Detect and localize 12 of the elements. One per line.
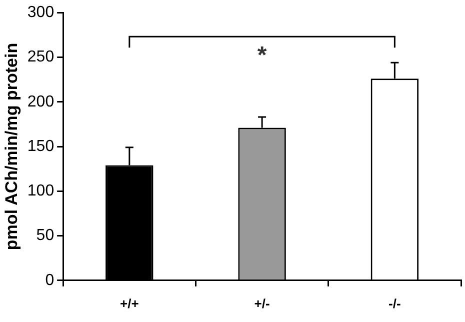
y-tick-label: 50: [36, 227, 54, 244]
x-tick-label: +/+: [120, 296, 140, 311]
y-tick-label: 100: [27, 182, 54, 200]
y-axis-title: pmol ACh/min/mg protein: [2, 42, 21, 250]
y-tick-label: 150: [27, 138, 54, 155]
y-tick-label: 300: [27, 4, 54, 22]
y-tick-label: 200: [27, 93, 54, 110]
x-tick-label: -/-: [388, 296, 401, 311]
annotation: *: [257, 42, 268, 70]
x-tick-label: +/-: [254, 296, 270, 311]
y-tick-label: 250: [27, 48, 54, 66]
y-tick-label: 0: [45, 272, 54, 289]
